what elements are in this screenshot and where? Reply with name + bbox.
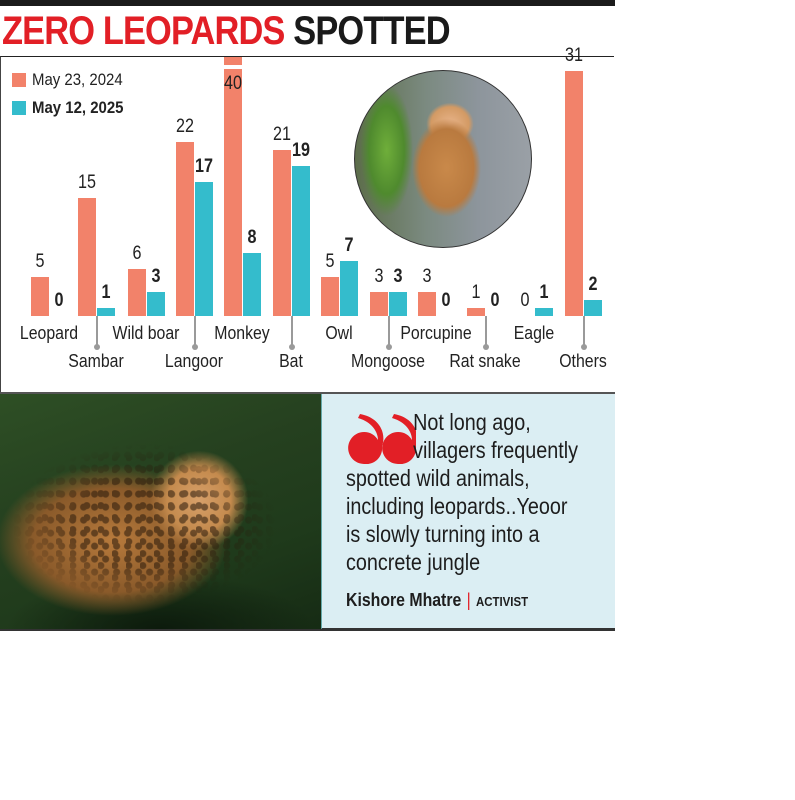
bar-mongoose-2024 [370,292,388,316]
bar-owl-2024 [321,276,339,316]
value-label: 0 [441,290,451,311]
bar-mongoose-2025 [389,292,407,316]
bar-wild-boar-2025 [147,292,165,316]
legend-swatch-2025 [12,101,26,115]
bar-sambar-2024 [78,197,96,316]
bar-langoor-2024 [176,142,194,316]
leopard-photo [0,394,321,630]
category-label-others: Others [559,351,607,371]
leader-line [96,316,98,346]
bar-porcupine-2024 [418,292,436,316]
bar-others-2025 [584,300,602,316]
bottom-rule [0,629,615,631]
value-label: 17 [195,155,213,177]
quote-text: Not long ago, villagers frequently spott… [346,408,578,576]
value-label: 0 [490,290,500,311]
value-label: 3 [374,266,384,288]
leader-dot [483,344,489,350]
bar-leopard-2024 [31,276,49,316]
value-label: 5 [325,250,335,272]
bar-monkey-2025 [243,252,261,316]
bar-rat-snake-2024 [467,308,485,316]
legend-item-2024: May 23, 2024 [12,66,136,94]
category-label-leopard: Leopard [19,323,79,343]
value-label: 21 [273,124,291,146]
value-label: 22 [176,116,194,138]
monkey-photo [354,70,532,248]
leader-dot [94,344,100,350]
leader-line [485,316,487,346]
value-label: 6 [132,242,142,264]
quote-mark-icon [348,414,416,464]
bar-bat-2024 [273,150,291,316]
bar-owl-2025 [340,260,358,316]
value-label: 7 [344,234,354,256]
value-label: 3 [151,266,161,288]
legend-label-2024: May 23, 2024 [32,70,123,89]
value-label: 2 [588,274,598,296]
value-label: 1 [471,282,481,304]
bar-monkey-2024 [224,57,242,316]
top-rule [0,0,615,6]
leopard-spots [0,394,321,630]
axis-break-mark [224,65,242,69]
quote-role: ACTIVIST [475,594,529,609]
divider [0,392,615,394]
headline-dark: SPOTTED [293,9,450,53]
quote-author: Kishore Mhatre [346,590,462,610]
category-label-bat: Bat [279,351,303,371]
quote-separator: | [466,590,471,610]
quote-line-1: Not long ago, [413,409,531,435]
category-label-eagle: Eagle [513,323,555,343]
chart-legend: May 23, 2024 May 12, 2025 [12,66,136,122]
quote-line-rest: spotted wild animals, including leopards… [346,465,568,575]
legend-item-2025: May 12, 2025 [12,94,136,122]
bar-sambar-2025 [97,308,115,316]
bar-langoor-2025 [195,181,213,316]
category-label-mongoose: Mongoose [351,351,425,371]
leader-line [194,316,196,346]
headline-red: ZERO LEOPARDS [2,9,285,53]
category-label-langoor: Langoor [164,351,224,371]
value-label: 31 [565,45,583,67]
value-label: 19 [292,139,310,161]
value-label: 5 [35,250,45,272]
category-label-wild-boar: Wild boar [112,323,180,343]
bar-bat-2025 [292,165,310,316]
category-label-owl: Owl [325,323,353,343]
quote-attribution: Kishore Mhatre | ACTIVIST [346,590,528,611]
bar-wild-boar-2024 [128,268,146,316]
leader-line [291,316,293,346]
legend-label-2025: May 12, 2025 [32,98,124,117]
leader-dot [289,344,295,350]
leader-line [388,316,390,346]
leader-dot [581,344,587,350]
value-label: 1 [539,282,549,304]
category-label-sambar: Sambar [68,351,124,371]
value-label: 8 [247,226,257,248]
leader-dot [386,344,392,350]
category-label-rat-snake: Rat snake [449,351,521,371]
value-label: 40 [224,73,242,94]
leader-dot [192,344,198,350]
value-label: 3 [393,266,403,288]
value-label: 1 [101,282,111,304]
value-label: 15 [78,171,96,193]
headline: ZERO LEOPARDS SPOTTED [2,7,451,55]
bar-eagle-2025 [535,308,553,316]
leader-line [583,316,585,346]
legend-swatch-2024 [12,73,26,87]
quote-box: Not long ago, villagers frequently spott… [321,394,615,630]
value-label: 3 [422,266,432,288]
category-label-monkey: Monkey [214,323,270,343]
value-label: 0 [520,290,530,311]
quote-line-2: villagers frequently [413,437,578,463]
category-label-porcupine: Porcupine [400,323,472,343]
value-label: 0 [54,290,64,311]
bar-others-2024 [565,71,583,316]
